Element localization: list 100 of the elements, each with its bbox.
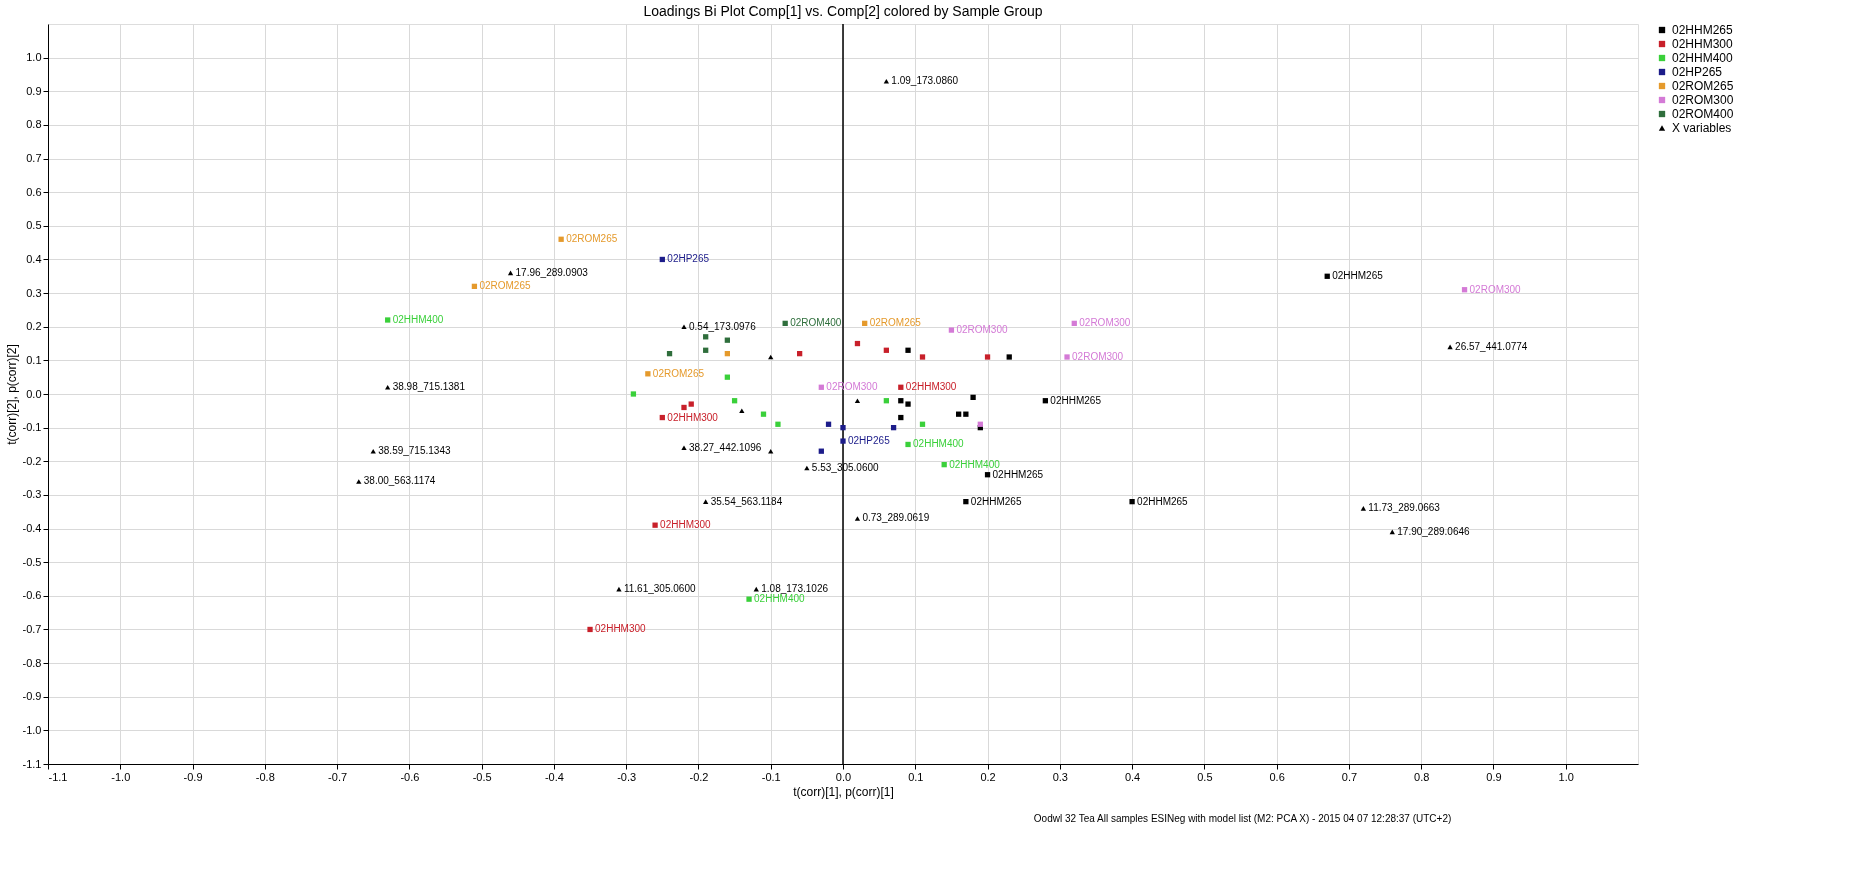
data-label: 02HHM300 bbox=[660, 519, 712, 531]
chart-title: Loadings Bi Plot Comp[1] vs. Comp[2] colored by Sample Group bbox=[643, 3, 1043, 20]
point bbox=[703, 499, 709, 504]
x-axis-title: t(corr)[1], p(corr)[1] bbox=[793, 784, 894, 799]
point bbox=[558, 236, 564, 242]
point bbox=[963, 411, 969, 417]
point bbox=[746, 596, 752, 602]
legend-label: 02ROM265 bbox=[1672, 79, 1734, 93]
y-tick-label: -0.3 bbox=[22, 488, 42, 501]
y-tick-label: -0.5 bbox=[22, 555, 42, 568]
data-label: 02HHM265 bbox=[992, 468, 1044, 480]
data-label: 38.00_563.1174 bbox=[363, 475, 436, 487]
point bbox=[681, 445, 687, 451]
point bbox=[688, 401, 694, 407]
point bbox=[1129, 498, 1135, 505]
y-tick-label: -0.8 bbox=[22, 656, 42, 669]
point bbox=[681, 324, 687, 330]
point bbox=[905, 401, 911, 407]
data-label: 0.73_289.0619 bbox=[862, 512, 930, 524]
x-tick-label: -0.3 bbox=[617, 770, 637, 783]
x-tick-label: 0.0 bbox=[835, 770, 852, 783]
x-tick-label: 0.4 bbox=[1124, 770, 1141, 783]
x-tick-label: -0.4 bbox=[544, 770, 564, 783]
x-tick-label: 0.3 bbox=[1052, 770, 1068, 783]
legend-label: 02HHM400 bbox=[1672, 51, 1734, 65]
data-label: 02HHM400 bbox=[392, 314, 444, 325]
x-tick-label: 0.9 bbox=[1486, 770, 1502, 783]
point bbox=[984, 354, 991, 360]
x-tick-label: -0.2 bbox=[689, 770, 709, 783]
x-tick-label: 0.6 bbox=[1269, 770, 1285, 783]
y-tick-label: 1.0 bbox=[26, 51, 42, 64]
y-tick-label: -0.2 bbox=[22, 454, 42, 467]
point bbox=[970, 394, 976, 401]
data-label: 26.57_441.0774 bbox=[1455, 340, 1528, 352]
y-tick-label: -0.4 bbox=[22, 522, 42, 535]
data-label: 38.59_715.1343 bbox=[378, 445, 451, 457]
data-label: 02HP265 bbox=[848, 435, 891, 447]
x-tick-label: -0.8 bbox=[255, 770, 275, 783]
x-tick-label: -0.9 bbox=[183, 770, 203, 783]
y-tick-label: -1.0 bbox=[22, 723, 42, 736]
y-tick-label: 0.7 bbox=[26, 152, 42, 165]
x-tick-label: 0.2 bbox=[980, 770, 996, 783]
data-label: 17.90_289.0646 bbox=[1397, 525, 1471, 537]
point bbox=[948, 327, 955, 333]
x-tick-label: -0.6 bbox=[400, 770, 420, 783]
data-label: 02ROM300 bbox=[1469, 283, 1522, 295]
y-tick-label: 0.5 bbox=[26, 219, 42, 232]
data-label: 02ROM300 bbox=[1079, 317, 1131, 329]
data-label: 0.54_173.0976 bbox=[689, 320, 757, 332]
y-tick-label: 0.8 bbox=[26, 118, 42, 131]
x-tick-label: -0.5 bbox=[472, 770, 492, 783]
data-label: 1.08_173.1026 bbox=[761, 583, 829, 595]
point bbox=[775, 421, 781, 427]
legend-label: 02HHM265 bbox=[1672, 23, 1734, 37]
legend-label: 02HP265 bbox=[1672, 65, 1723, 79]
point bbox=[963, 498, 969, 505]
point bbox=[840, 438, 846, 444]
x-tick-label: -0.7 bbox=[328, 770, 348, 783]
x-tick-label: 0.5 bbox=[1197, 770, 1213, 783]
data-label: 02ROM300 bbox=[1072, 351, 1124, 362]
data-label: 02HHM400 bbox=[949, 458, 1001, 470]
legend-label: 02ROM300 bbox=[1672, 93, 1734, 107]
y-tick-label: -1.1 bbox=[22, 757, 42, 770]
y-tick-label: 0.6 bbox=[26, 185, 42, 198]
point bbox=[385, 384, 391, 390]
point bbox=[385, 317, 391, 323]
data-label: 02HHM265 bbox=[1332, 270, 1384, 282]
point bbox=[905, 347, 911, 353]
legend-label: 02HHM300 bbox=[1672, 37, 1734, 51]
y-axis-title: t(corr)[2], p(corr)[2] bbox=[4, 344, 19, 445]
x-tick-label: 0.7 bbox=[1341, 770, 1358, 783]
point bbox=[681, 404, 687, 411]
data-label: 02ROM300 bbox=[956, 324, 1008, 336]
data-label: 02ROM400 bbox=[790, 317, 842, 329]
point bbox=[854, 398, 861, 404]
data-label: 17.96_289.0903 bbox=[515, 266, 589, 278]
y-tick-label: 0.1 bbox=[26, 353, 42, 366]
data-label: 02HHM265 bbox=[970, 495, 1022, 507]
data-label: 02HHM400 bbox=[754, 593, 806, 605]
y-tick-label: -0.1 bbox=[22, 421, 42, 434]
data-label: 02ROM265 bbox=[479, 280, 531, 292]
data-label: 02ROM265 bbox=[566, 233, 618, 245]
point bbox=[1064, 354, 1070, 360]
y-tick-label: -0.9 bbox=[22, 690, 42, 703]
y-tick-label: -0.7 bbox=[22, 622, 42, 635]
data-label: 02HHM265 bbox=[1137, 495, 1189, 507]
point bbox=[356, 479, 362, 484]
point bbox=[1006, 354, 1012, 360]
data-label: 1.09_173.0860 bbox=[891, 75, 959, 87]
data-label: 02ROM265 bbox=[869, 317, 922, 329]
y-tick-label: 0.4 bbox=[26, 252, 42, 265]
data-label: 02HHM300 bbox=[667, 411, 719, 423]
data-label: 11.73_289.0663 bbox=[1368, 502, 1441, 514]
point bbox=[630, 391, 637, 397]
data-label: 02HHM400 bbox=[913, 438, 965, 450]
point bbox=[739, 408, 745, 414]
y-tick-label: 0.2 bbox=[26, 320, 42, 333]
point bbox=[905, 441, 911, 448]
point bbox=[919, 354, 926, 360]
y-tick-label: 0.0 bbox=[26, 387, 42, 400]
